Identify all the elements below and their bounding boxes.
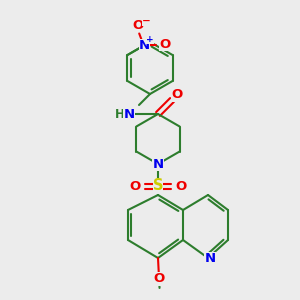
Text: O: O [133, 19, 144, 32]
Text: H: H [115, 109, 125, 122]
Text: N: N [152, 158, 164, 170]
Text: O: O [176, 179, 187, 193]
Text: S: S [153, 178, 163, 194]
Text: O: O [129, 179, 141, 193]
Text: O: O [171, 88, 183, 101]
Text: O: O [160, 38, 171, 51]
Text: N: N [204, 253, 216, 266]
Text: +: + [146, 35, 154, 44]
Text: N: N [139, 39, 150, 52]
Text: O: O [153, 272, 164, 286]
Text: −: − [142, 16, 151, 26]
Text: N: N [123, 109, 135, 122]
